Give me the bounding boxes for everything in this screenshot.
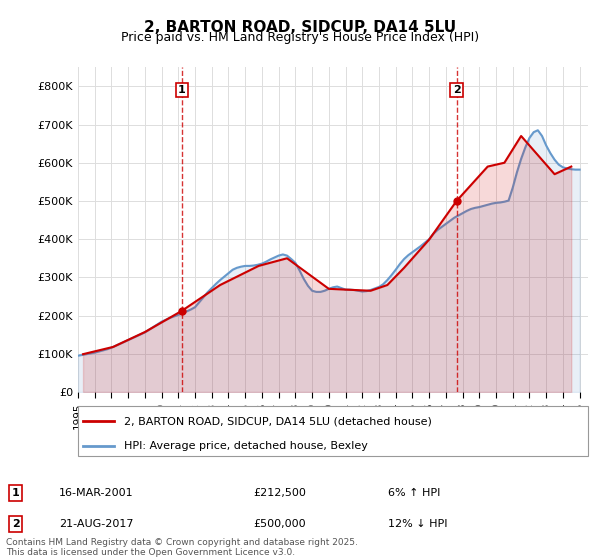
Text: 2: 2 bbox=[452, 85, 460, 95]
Text: 2: 2 bbox=[12, 519, 20, 529]
Text: 6% ↑ HPI: 6% ↑ HPI bbox=[388, 488, 440, 498]
Text: Price paid vs. HM Land Registry's House Price Index (HPI): Price paid vs. HM Land Registry's House … bbox=[121, 31, 479, 44]
Text: 16-MAR-2001: 16-MAR-2001 bbox=[59, 488, 134, 498]
FancyBboxPatch shape bbox=[78, 406, 588, 456]
Text: 12% ↓ HPI: 12% ↓ HPI bbox=[388, 519, 448, 529]
Text: Contains HM Land Registry data © Crown copyright and database right 2025.
This d: Contains HM Land Registry data © Crown c… bbox=[6, 538, 358, 557]
Text: 2, BARTON ROAD, SIDCUP, DA14 5LU: 2, BARTON ROAD, SIDCUP, DA14 5LU bbox=[144, 20, 456, 35]
Text: HPI: Average price, detached house, Bexley: HPI: Average price, detached house, Bexl… bbox=[124, 441, 368, 451]
Text: 1: 1 bbox=[178, 85, 186, 95]
Text: £212,500: £212,500 bbox=[253, 488, 306, 498]
Text: 21-AUG-2017: 21-AUG-2017 bbox=[59, 519, 133, 529]
Text: 2, BARTON ROAD, SIDCUP, DA14 5LU (detached house): 2, BARTON ROAD, SIDCUP, DA14 5LU (detach… bbox=[124, 416, 432, 426]
Text: £500,000: £500,000 bbox=[253, 519, 305, 529]
Text: 1: 1 bbox=[12, 488, 20, 498]
